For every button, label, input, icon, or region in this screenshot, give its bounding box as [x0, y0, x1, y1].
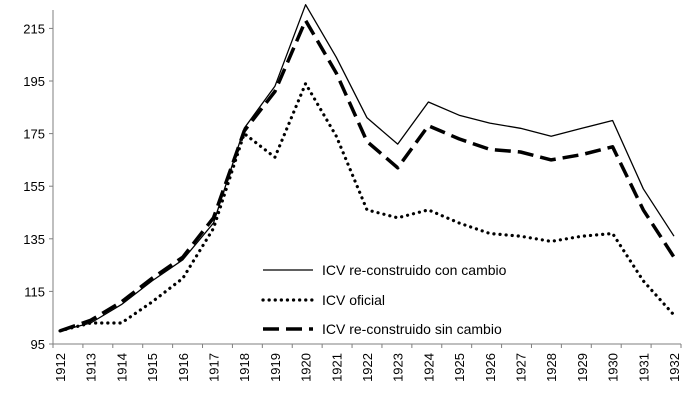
x-tick-label: 1917 — [207, 353, 222, 382]
x-tick-label: 1932 — [667, 353, 682, 382]
x-tick-label: 1928 — [544, 353, 559, 382]
series-group — [58, 4, 676, 333]
y-tick-label: 135 — [23, 232, 45, 247]
x-tick-label: 1925 — [452, 353, 467, 382]
y-tick-label: 215 — [23, 21, 45, 36]
x-tick-label: 1921 — [329, 353, 344, 382]
x-tick-label: 1915 — [145, 353, 160, 382]
legend: ICV re-construido con cambio ICV oficial I… — [261, 262, 507, 337]
legend-label-3: ICV re-construido sin cambio — [322, 321, 502, 337]
series-line-2 — [58, 81, 676, 333]
series-line-3 — [59, 18, 676, 333]
x-tick-label: 1920 — [299, 353, 314, 382]
x-tick-label: 1913 — [84, 353, 99, 382]
x-tick-label: 1927 — [514, 353, 529, 382]
y-tick-label: 155 — [23, 179, 45, 194]
x-tick-label: 1924 — [421, 353, 436, 382]
x-tick-label: 1926 — [483, 353, 498, 382]
x-tick-label: 1930 — [606, 353, 621, 382]
series-line-1 — [59, 4, 675, 332]
x-tick-label: 1931 — [636, 353, 651, 382]
x-tick-label: 1919 — [268, 353, 283, 382]
x-tick-label: 1923 — [391, 353, 406, 382]
y-tick-label: 175 — [23, 127, 45, 142]
legend-label-1: ICV re-construido con cambio — [322, 262, 507, 278]
x-tick-label: 1912 — [53, 353, 68, 382]
x-tick-label: 1914 — [114, 353, 129, 382]
y-tick-label: 95 — [31, 337, 45, 352]
x-tick-label: 1922 — [360, 353, 375, 382]
x-tick-label: 1916 — [176, 353, 191, 382]
y-tick-label: 195 — [23, 74, 45, 89]
legend-label-2: ICV oficial — [322, 292, 385, 308]
axes: 95 115 135 155 175 195 215 1912 1913 1914 1915 1916… — [23, 10, 682, 382]
y-tick-label: 115 — [24, 284, 45, 299]
x-tick-label: 1929 — [575, 353, 590, 382]
x-tick-label: 1918 — [237, 353, 252, 382]
